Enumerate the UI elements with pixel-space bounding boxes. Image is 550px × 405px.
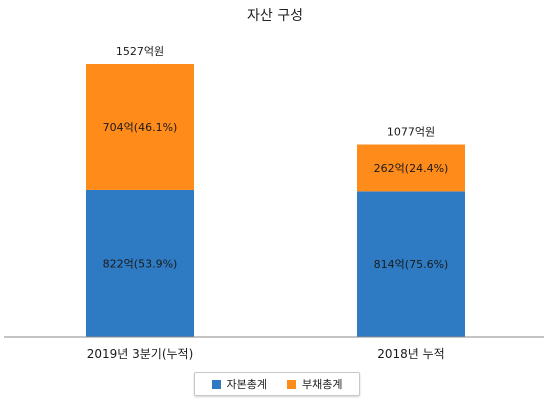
data-label-0-1: 704억(46.1%)	[103, 121, 178, 134]
legend: 자본총계 부채총계	[194, 372, 360, 396]
data-label-1-1: 262억(24.4%)	[374, 162, 449, 175]
legend-swatch-equity	[211, 379, 221, 389]
total-label-0: 1527억원	[116, 45, 164, 58]
legend-label-equity: 자본총계	[226, 378, 267, 391]
data-label-0-0: 822억(53.9%)	[103, 257, 178, 270]
total-label-1: 1077억원	[387, 126, 435, 139]
legend-entry-liabilities[interactable]: 부채총계	[287, 376, 342, 392]
legend-swatch-liabilities	[287, 379, 296, 389]
x-tick-label-1: 2018년 누적	[377, 347, 444, 361]
bar-segment-0-0	[86, 189, 194, 337]
bar-segment-1-1	[357, 144, 465, 192]
data-label-1-0: 814억(75.6%)	[374, 258, 449, 271]
bars-layer: 822억(53.9%) 704억(46.1%) 1527억원 2019년 3분기(누적…	[86, 45, 465, 361]
legend-entry-equity[interactable]: 자본총계	[211, 376, 267, 392]
legend-label-liabilities: 부채총계	[302, 378, 343, 391]
bar-segment-0-1	[86, 63, 194, 190]
x-tick-label-0: 2019년 3분기(누적)	[87, 347, 194, 361]
chart-title: 자산 구성	[247, 8, 303, 24]
bar-segment-1-0	[357, 191, 465, 337]
